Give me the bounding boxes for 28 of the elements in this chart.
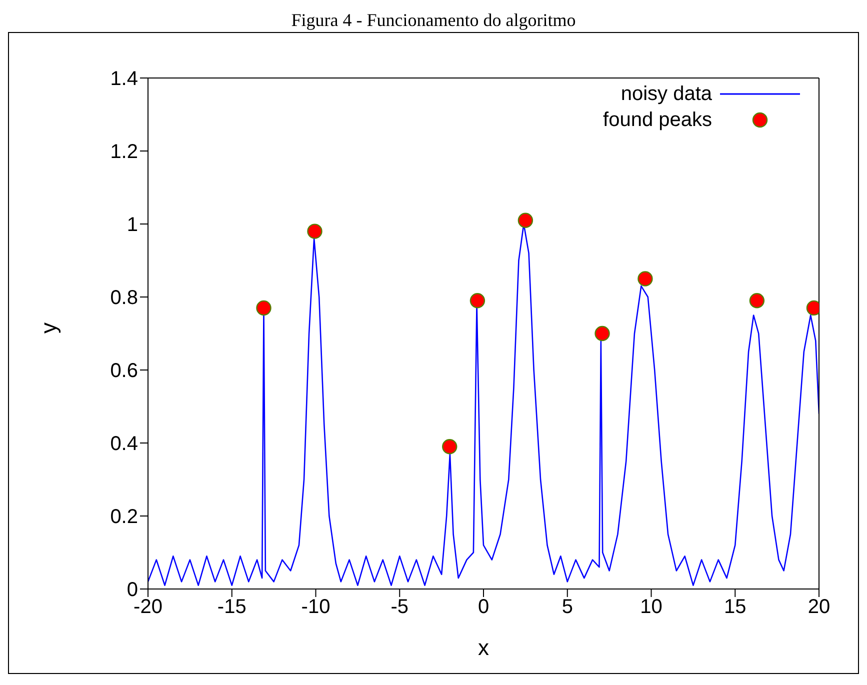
x-tick-label: 15 <box>724 596 746 618</box>
chart-title: Figura 4 - Funcionamento do algoritmo <box>290 9 577 32</box>
y-tick-label: 1 <box>126 214 138 236</box>
x-tick-label: -10 <box>301 596 330 618</box>
point <box>749 293 765 308</box>
point <box>442 439 458 454</box>
point <box>470 293 486 308</box>
legend-label: found peaks <box>603 108 712 132</box>
point <box>256 300 272 316</box>
point <box>307 224 322 239</box>
y-tick-label: 0.6 <box>110 360 138 382</box>
y-tick-label: 1.2 <box>110 141 138 164</box>
x-tick-label: 0 <box>478 596 490 618</box>
y-tick-label: 1.4 <box>110 68 138 90</box>
y-axis-title: y <box>36 322 61 334</box>
point <box>518 212 534 228</box>
legend-label: noisy data <box>620 82 712 106</box>
x-tick-label: -5 <box>390 596 409 618</box>
y-tick-label: 0.4 <box>110 433 138 456</box>
x-axis-title: x <box>478 635 489 660</box>
x-tick-label: -15 <box>217 596 246 618</box>
x-tick-label: 10 <box>640 596 662 618</box>
x-tick-label: 5 <box>562 596 573 618</box>
point <box>638 271 653 286</box>
y-tick-label: 0.2 <box>110 506 138 528</box>
point <box>594 326 610 342</box>
x-tick-label: 20 <box>808 596 830 618</box>
y-tick-label: 0.8 <box>110 287 138 310</box>
